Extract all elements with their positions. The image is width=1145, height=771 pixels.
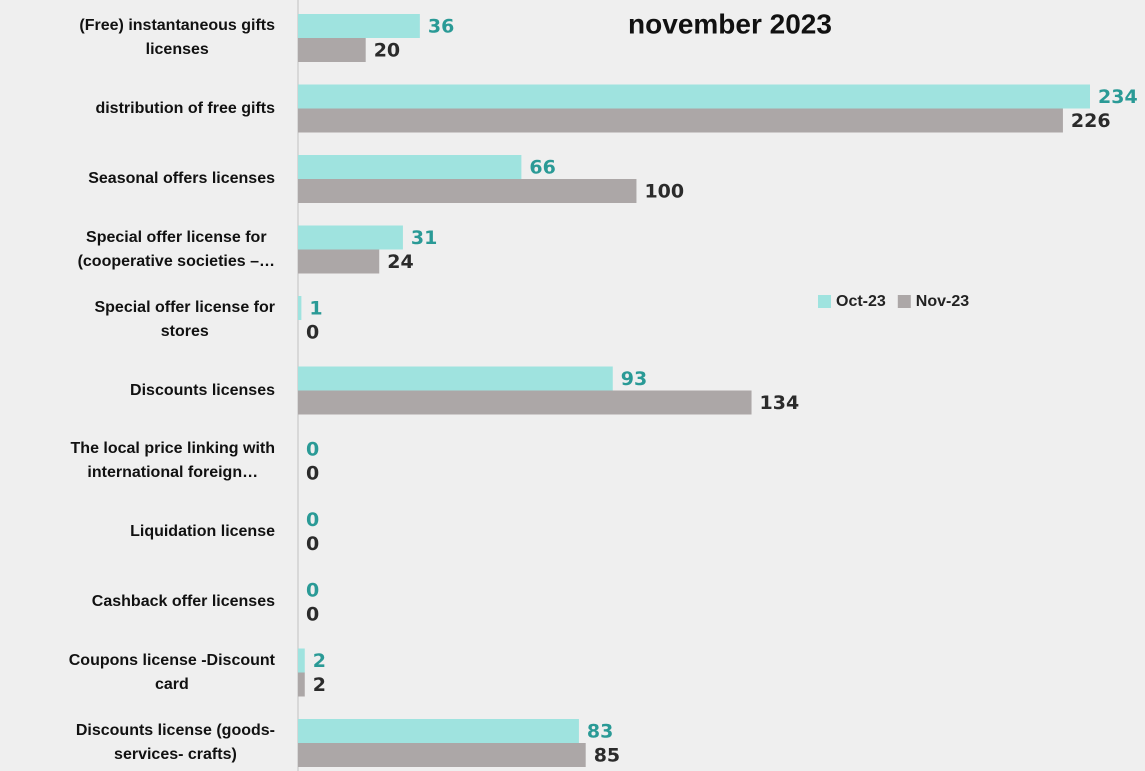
value-label: 2 <box>313 650 326 672</box>
legend-label: Nov-23 <box>916 293 969 310</box>
category-label: The local price linking with internation… <box>70 440 275 481</box>
bar <box>298 155 522 179</box>
value-label: 93 <box>621 368 647 390</box>
category-label: Discounts licenses <box>130 381 275 399</box>
category-label: Coupons license -Discount card <box>68 651 275 693</box>
value-label: 20 <box>374 40 400 62</box>
chart-title: november 2023 <box>628 8 832 39</box>
category-label: Cashback offer licenses <box>91 593 275 610</box>
bar <box>298 249 380 274</box>
value-label: 0 <box>306 604 319 626</box>
category-label: (Free) instantaneous gifts licenses <box>79 17 275 58</box>
value-label: 0 <box>306 509 319 531</box>
legend-swatch <box>818 295 831 308</box>
value-label: 24 <box>387 251 413 273</box>
value-label: 100 <box>644 181 684 203</box>
legend-swatch <box>897 295 911 308</box>
bar <box>298 38 366 62</box>
value-label: 36 <box>428 16 454 38</box>
bar <box>298 743 586 767</box>
category-label: Special offer license for (cooperative s… <box>77 228 275 270</box>
bar <box>298 366 613 391</box>
bar <box>298 648 305 673</box>
value-label: 1 <box>309 298 322 320</box>
bar <box>298 14 420 38</box>
value-label: 0 <box>306 580 319 602</box>
bar <box>298 390 752 415</box>
value-label: 0 <box>306 463 319 485</box>
category-label: Seasonal offers licenses <box>88 170 275 187</box>
bar <box>298 672 305 697</box>
value-label: 31 <box>411 227 437 249</box>
value-label: 0 <box>306 533 319 555</box>
value-label: 85 <box>594 745 620 767</box>
value-label: 83 <box>587 721 613 743</box>
bar <box>298 108 1063 133</box>
value-label: 2 <box>313 674 326 696</box>
value-label: 226 <box>1071 110 1111 132</box>
value-label: 134 <box>760 392 800 414</box>
value-label: 0 <box>306 439 319 461</box>
bar <box>298 225 403 250</box>
bar <box>298 179 637 203</box>
value-label: 234 <box>1098 86 1138 108</box>
category-label: Special offer license for stores <box>94 299 275 340</box>
value-label: 66 <box>529 157 555 179</box>
bar <box>298 296 302 320</box>
bar <box>298 84 1090 109</box>
category-label: distribution of free gifts <box>95 99 275 117</box>
legend-label: Oct-23 <box>836 293 886 310</box>
value-label: 0 <box>306 322 319 344</box>
bar <box>298 719 579 743</box>
category-label: Discounts license (goods- services- craf… <box>75 722 275 763</box>
category-label: Liquidation license <box>130 522 275 540</box>
